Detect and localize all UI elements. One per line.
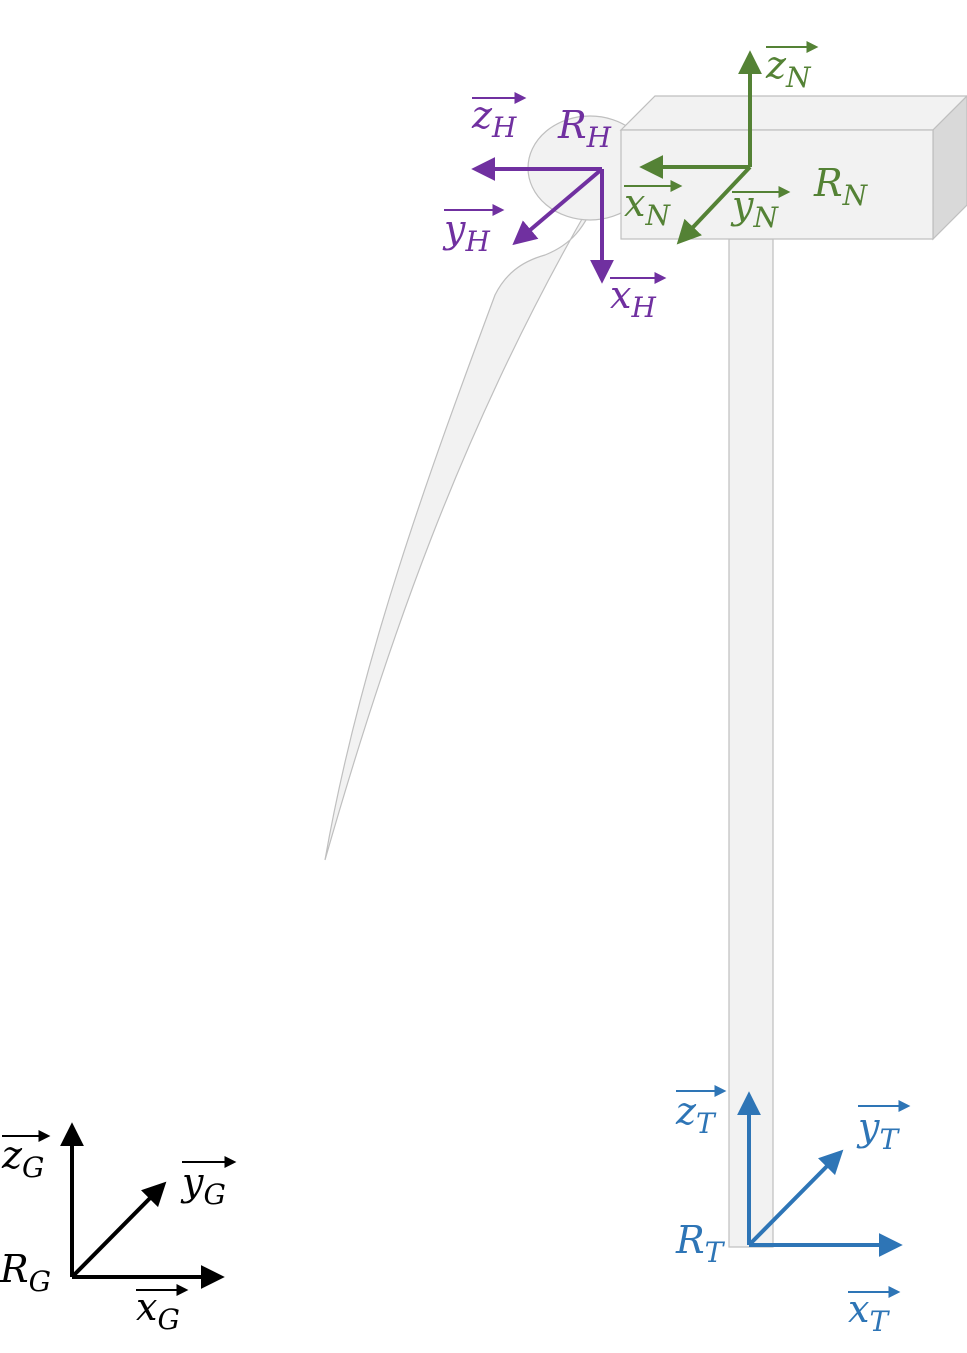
nacelle-frame: zN RN xN yN: [624, 41, 869, 245]
hub-origin-label: RH: [557, 103, 612, 154]
tower-y-axis-arrow: [747, 1149, 844, 1247]
wind-turbine-structure: [324, 95, 967, 1248]
tower-y-label: yT: [856, 1105, 900, 1156]
global-z-label: zG: [1, 1133, 44, 1184]
hub-z-label: zH: [471, 93, 517, 144]
tower-shape: [728, 238, 774, 1248]
nacelle-shape: [619, 95, 967, 241]
nacelle-y-axis-arrow: [676, 165, 752, 245]
global-y-label: yG: [180, 1160, 226, 1211]
nacelle-z-label: zN: [765, 43, 812, 94]
global-frame: zG yG RG xG: [0, 1122, 237, 1336]
nacelle-x-label: xN: [624, 181, 671, 232]
nacelle-y-label: yN: [730, 183, 779, 234]
tower-frame: zT yT RT xT: [675, 1085, 911, 1338]
tower-x-label: xT: [848, 1287, 890, 1338]
nacelle-origin-label: RN: [813, 161, 869, 212]
hub-x-label: xH: [610, 273, 656, 324]
tower-origin-label: RT: [675, 1218, 726, 1269]
hub-y-label: yH: [442, 207, 490, 258]
global-x-label: xG: [136, 1285, 180, 1336]
global-y-axis-arrow: [70, 1181, 167, 1279]
hub-y-axis-arrow: [512, 167, 604, 246]
tower-z-label: zT: [675, 1089, 717, 1140]
blade-shape: [324, 189, 601, 861]
hub-frame: zH RH yH xH: [442, 92, 667, 324]
global-origin-label: RG: [0, 1247, 51, 1298]
